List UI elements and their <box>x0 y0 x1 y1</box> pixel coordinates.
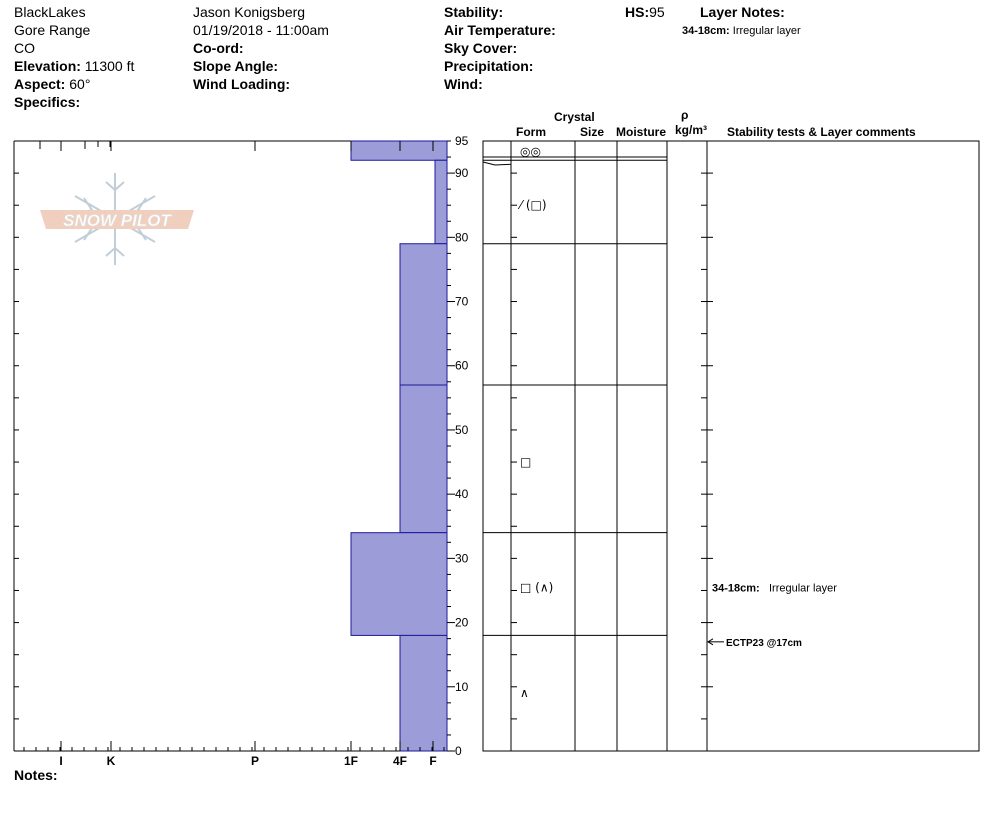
crystal-form-symbol: ⁄ (□) <box>517 198 547 212</box>
hardness-tick-label: P <box>251 754 259 768</box>
depth-tick-label: 80 <box>455 230 469 244</box>
depth-tick-label: 0 <box>455 744 462 758</box>
layer-notes-label: Layer Notes: <box>700 4 785 20</box>
elevation: Elevation: 11300 ft <box>14 57 134 75</box>
aspect: Aspect: 60° <box>14 75 90 93</box>
col-density-unit: kg/m³ <box>675 123 708 137</box>
hardness-axis: I K P 1F 4F F <box>23 141 445 768</box>
depth-tick-label: 70 <box>455 295 469 309</box>
hardness-layer-bar <box>434 159 448 245</box>
hardness-tick-label: I <box>59 754 62 768</box>
layer-comment-text: Irregular layer <box>769 582 837 594</box>
layer-table <box>482 140 980 752</box>
logo-banner <box>40 210 194 229</box>
depth-tick-label: 20 <box>455 616 469 630</box>
state: CO <box>14 40 35 56</box>
hardness-layer-bar <box>399 384 448 534</box>
hs-label: HS: <box>625 4 650 20</box>
hs-value: 95 <box>649 4 665 20</box>
hardness-tick-label: 4F <box>393 754 407 768</box>
elevation-value: 11300 ft <box>84 58 135 74</box>
hardness-layer-bar <box>350 532 448 636</box>
hardness-layer-bar <box>399 634 448 752</box>
col-crystal: Crystal <box>554 110 595 124</box>
col-moisture: Moisture <box>616 125 667 139</box>
elevation-label: Elevation: <box>14 58 81 74</box>
aspect-label: Aspect: <box>14 76 66 92</box>
depth-tick-label: 95 <box>455 134 469 148</box>
wind-loading-label: Wind Loading: <box>193 76 291 92</box>
slope-angle-label: Slope Angle: <box>193 58 279 74</box>
depth-axis: 0 10 20 30 40 50 60 70 80 90 95 <box>14 134 469 758</box>
col-rho: ρ <box>681 108 689 122</box>
depth-tick-label: 60 <box>455 359 469 373</box>
wind-label: Wind: <box>444 76 483 92</box>
location: BlackLakes <box>14 4 86 20</box>
col-form: Form <box>516 125 546 139</box>
table-border <box>482 140 980 752</box>
aspect-value: 60° <box>69 76 91 92</box>
stability-label: Stability: <box>444 4 504 20</box>
stability-test-label: ECTP23 @17cm <box>726 638 802 649</box>
logo-text: SNOW PILOT <box>63 211 172 230</box>
crystal-form-symbol: ◎◎ <box>520 145 541 159</box>
crystal-form-symbol: ∧ <box>520 686 529 700</box>
depth-tick-label: 30 <box>455 551 469 565</box>
sky-cover-label: Sky Cover: <box>444 40 518 56</box>
layer-comment-depth: 34-18cm: <box>712 582 760 594</box>
col-size: Size <box>580 125 605 139</box>
layer-note-text: Irregular layer <box>732 25 801 37</box>
hardness-tick-label: F <box>429 754 436 768</box>
crystal-form-symbol: □ <box>520 455 531 469</box>
air-temp-label: Air Temperature: <box>444 22 556 38</box>
stability-test-arrow-head <box>707 638 714 646</box>
layer-note: 34-18cm: Irregular layer <box>682 24 801 38</box>
depth-tick-label: 40 <box>455 487 469 501</box>
crystal-forms: ◎◎ ⁄ (□) □ □ (∧) ∧ <box>517 145 553 701</box>
hardness-plot-frame <box>13 140 448 752</box>
snowpilot-logo: SNOW PILOT <box>40 173 194 265</box>
layer-note-depth: 34-18cm: <box>682 25 730 37</box>
datetime: 01/19/2018 - 11:00am <box>193 22 329 38</box>
depth-tick-label: 90 <box>455 166 469 180</box>
notes-label: Notes: <box>14 767 58 783</box>
mountain-range: Gore Range <box>14 22 91 38</box>
hardness-tick-label: 1F <box>344 754 358 768</box>
layer-connector-line <box>482 161 512 166</box>
col-stability: Stability tests & Layer comments <box>727 125 916 139</box>
observer: Jason Konigsberg <box>193 4 306 20</box>
hardness-tick-label: K <box>107 754 116 768</box>
specifics-label: Specifics: <box>14 94 81 110</box>
crystal-form-symbol: □ (∧) <box>520 580 553 594</box>
depth-tick-label: 50 <box>455 423 469 437</box>
precipitation-label: Precipitation: <box>444 58 534 74</box>
hardness-layers <box>350 140 448 752</box>
hardness-layer-bar <box>399 243 448 386</box>
hs: HS:95 <box>625 3 665 21</box>
layer-comments: 34-18cm: Irregular layer ECTP23 @17cm <box>707 582 837 649</box>
coord-label: Co-ord: <box>193 40 244 56</box>
depth-tick-label: 10 <box>455 680 469 694</box>
